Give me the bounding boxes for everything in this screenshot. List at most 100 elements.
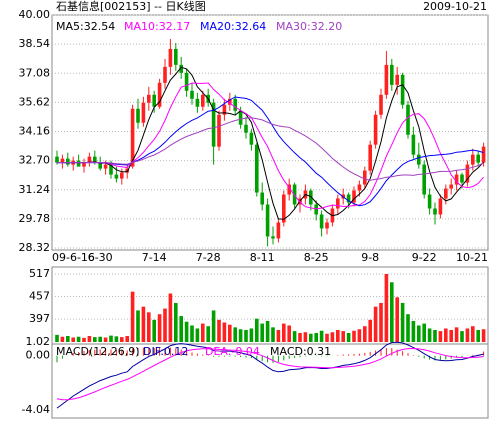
candle-body: [292, 184, 297, 205]
candle-body: [336, 198, 340, 209]
candle-body: [93, 156, 97, 163]
x-tick-label: 7-14: [142, 251, 167, 264]
candle-body: [238, 110, 243, 125]
y-tick-label: 40.00: [19, 8, 51, 21]
volume-bar: [476, 329, 480, 342]
volume-bar: [422, 323, 426, 342]
volume-bar: [298, 332, 302, 342]
volume-bar: [406, 314, 410, 342]
y-tick-label: 517: [29, 267, 50, 280]
candle-body: [228, 98, 232, 105]
candle-body: [190, 90, 194, 99]
candle-body: [325, 222, 329, 229]
volume-bar: [87, 335, 92, 342]
volume-bar: [66, 335, 70, 342]
chart-date: 2009-10-21: [423, 0, 487, 13]
volume-bar: [292, 331, 297, 342]
y-tick-label: 1.02: [26, 335, 51, 348]
candle-body: [400, 74, 405, 105]
panel-frame: [51, 343, 489, 419]
volume-bar: [325, 333, 329, 342]
legend-entry: MA30:32.20: [276, 20, 342, 33]
line-series: [57, 96, 484, 207]
volume-bar: [195, 328, 200, 342]
candle-body: [109, 164, 113, 175]
y-tick-label: 34.16: [19, 125, 51, 138]
volume-bar: [384, 274, 389, 342]
candle-body: [147, 94, 151, 103]
candle-body: [287, 184, 291, 195]
candle-body: [98, 162, 102, 169]
volume-bar: [130, 291, 135, 342]
legend-entry: DIF:0.12: [143, 345, 188, 358]
volume-bar: [352, 330, 356, 342]
y-tick-label: 29.78: [19, 212, 51, 225]
candle-body: [282, 194, 286, 223]
volume-bar: [465, 328, 470, 342]
volume-bar: [417, 325, 421, 342]
candle-body: [136, 108, 140, 123]
candle-body: [260, 192, 264, 205]
legend-entry: MA20:32.64: [200, 20, 266, 33]
volume-bar: [211, 310, 216, 342]
volume-bar: [265, 320, 270, 342]
candle-body: [152, 94, 156, 107]
volume-bar: [114, 336, 119, 342]
volume-bar: [276, 329, 281, 342]
volume-bar: [471, 326, 475, 342]
volume-bar: [271, 327, 275, 342]
chart-title: 石基信息[002153] -- 日K线图: [56, 0, 206, 13]
volume-bar: [147, 312, 151, 342]
candle-body: [233, 98, 237, 111]
candle-body: [465, 164, 470, 183]
candle-body: [476, 154, 480, 163]
candle-body: [363, 170, 367, 185]
volume-bar: [460, 331, 464, 342]
legend-entry: MA10:32.17: [124, 20, 190, 33]
volume-bar: [427, 328, 432, 342]
candle-body: [195, 98, 200, 107]
volume-bar: [98, 336, 102, 342]
line-series: [57, 82, 484, 210]
candle-body: [265, 204, 270, 237]
candle-body: [217, 114, 221, 147]
candle-body: [249, 132, 254, 145]
y-tick-label: 28.32: [19, 241, 51, 254]
volume-bar: [330, 332, 335, 342]
candle-body: [276, 222, 281, 239]
candle-body: [314, 204, 318, 215]
volume-bar: [190, 325, 194, 342]
candle-body: [157, 82, 162, 107]
candle-body: [168, 48, 173, 67]
x-tick-label: 7-28: [196, 251, 221, 264]
candle-body: [422, 164, 426, 195]
volume-bar: [141, 306, 146, 342]
y-tick-label: 31.24: [19, 183, 51, 196]
candle-body: [179, 64, 183, 73]
candle-body: [395, 74, 399, 85]
y-tick-label: 32.70: [19, 154, 51, 167]
volume-bar: [379, 302, 383, 342]
candle-body: [352, 190, 356, 203]
volume-bar: [341, 331, 345, 342]
x-tick-label: 6-30: [88, 251, 113, 264]
line-series: [57, 66, 484, 220]
candle-body: [222, 104, 227, 115]
volume-bar: [201, 323, 205, 342]
candle-body: [66, 158, 70, 165]
volume-bar: [184, 321, 189, 342]
volume-bar: [373, 306, 378, 342]
candle-body: [417, 154, 421, 165]
volume-bar: [444, 328, 448, 342]
candle-body: [373, 114, 378, 145]
volume-bar: [76, 336, 81, 342]
volume-bar: [336, 329, 340, 342]
candle-body: [438, 198, 443, 215]
line-series: [56, 341, 484, 409]
candle-body: [346, 194, 351, 203]
volume-bar: [438, 331, 443, 342]
y-tick-label: -4.04: [22, 403, 50, 416]
candle-body: [433, 208, 437, 215]
volume-bar: [179, 316, 183, 342]
